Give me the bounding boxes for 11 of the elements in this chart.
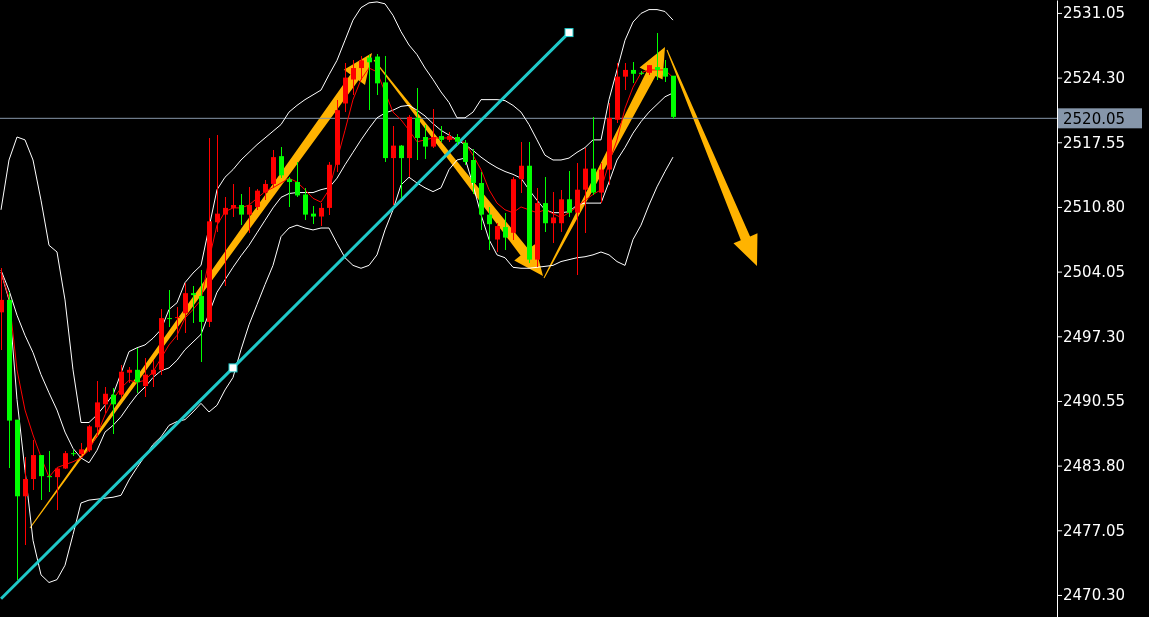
y-tick-label: 2470.30 — [1063, 586, 1126, 605]
ref-line-label: 2520.05 — [1063, 109, 1126, 128]
y-tick-label: 2504.05 — [1063, 262, 1126, 281]
y-tick-label: 2483.80 — [1063, 456, 1126, 475]
y-tick-label: 2524.30 — [1063, 68, 1126, 87]
y-tick-label: 2531.05 — [1063, 4, 1126, 23]
y-tick-label: 2510.80 — [1063, 198, 1126, 217]
y-tick-label: 2490.55 — [1063, 392, 1126, 411]
y-tick-label: 2517.55 — [1063, 133, 1126, 152]
y-tick-label: 2497.30 — [1063, 327, 1126, 346]
y-tick-label: 2477.05 — [1063, 521, 1126, 540]
